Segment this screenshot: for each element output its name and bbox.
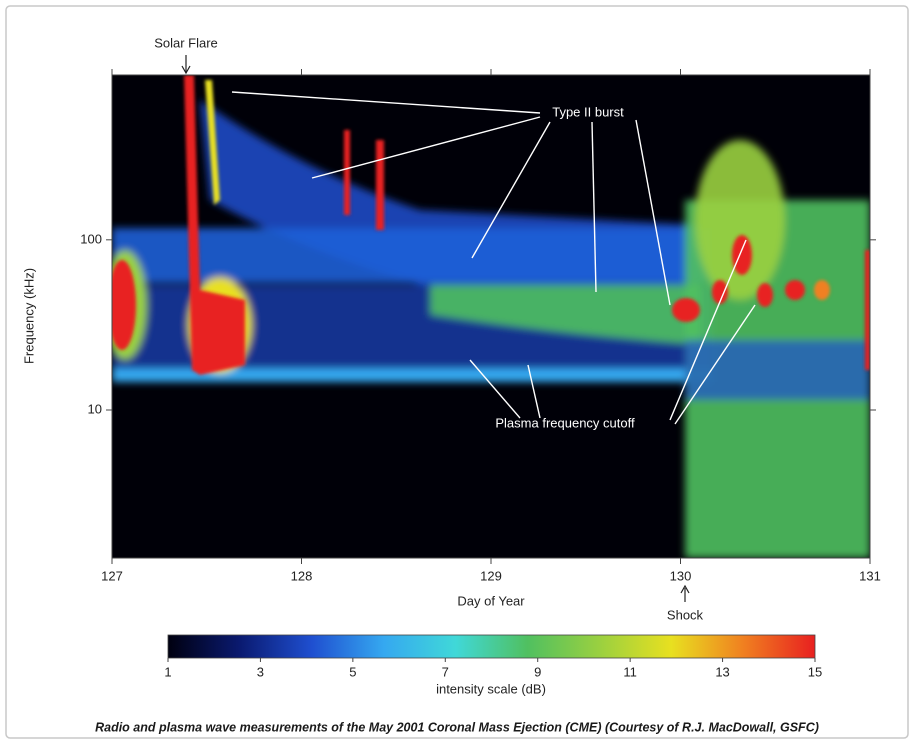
y-tick-label: 10 bbox=[88, 401, 102, 416]
annotation: Plasma frequency cutoff bbox=[495, 415, 635, 430]
spectrogram-feature bbox=[685, 340, 870, 400]
spectrogram-feature bbox=[785, 280, 805, 300]
colorbar-tick-label: 3 bbox=[257, 664, 264, 679]
colorbar bbox=[168, 635, 815, 658]
spectrogram-feature bbox=[865, 250, 870, 370]
colorbar-tick-label: 11 bbox=[623, 664, 637, 679]
colorbar-tick-label: 13 bbox=[715, 664, 729, 679]
y-axis-label: Frequency (kHz) bbox=[21, 268, 36, 364]
spectrogram-feature bbox=[672, 298, 700, 322]
spectrogram-feature bbox=[376, 140, 384, 230]
colorbar-label: intensity scale (dB) bbox=[436, 681, 546, 696]
x-tick-label: 129 bbox=[480, 568, 502, 583]
colorbar-tick-label: 1 bbox=[164, 664, 171, 679]
colorbar-tick-label: 15 bbox=[808, 664, 822, 679]
x-tick-label: 131 bbox=[859, 568, 881, 583]
y-tick-label: 100 bbox=[80, 231, 102, 246]
spectrogram-feature bbox=[814, 280, 830, 300]
spectrogram-feature bbox=[112, 228, 712, 283]
colorbar-tick-label: 9 bbox=[534, 664, 541, 679]
spectrogram-feature bbox=[757, 283, 773, 307]
figure: Solar Flare Type II burst Plasma frequen… bbox=[0, 0, 914, 744]
annotation: Type II burst bbox=[552, 104, 624, 119]
x-axis-label: Day of Year bbox=[457, 593, 525, 608]
colorbar-tick-label: 5 bbox=[349, 664, 356, 679]
caption: Radio and plasma wave measurements of th… bbox=[95, 720, 819, 734]
x-tick-label: 127 bbox=[101, 568, 123, 583]
annotation: Solar Flare bbox=[154, 35, 218, 50]
annotation: Shock bbox=[667, 607, 704, 622]
spectrogram bbox=[103, 75, 870, 558]
spectrogram-feature bbox=[732, 235, 752, 275]
colorbar-tick-label: 7 bbox=[442, 664, 449, 679]
x-tick-label: 130 bbox=[670, 568, 692, 583]
spectrogram-feature bbox=[344, 130, 350, 215]
x-tick-label: 128 bbox=[291, 568, 313, 583]
spectrogram-feature bbox=[695, 140, 785, 300]
